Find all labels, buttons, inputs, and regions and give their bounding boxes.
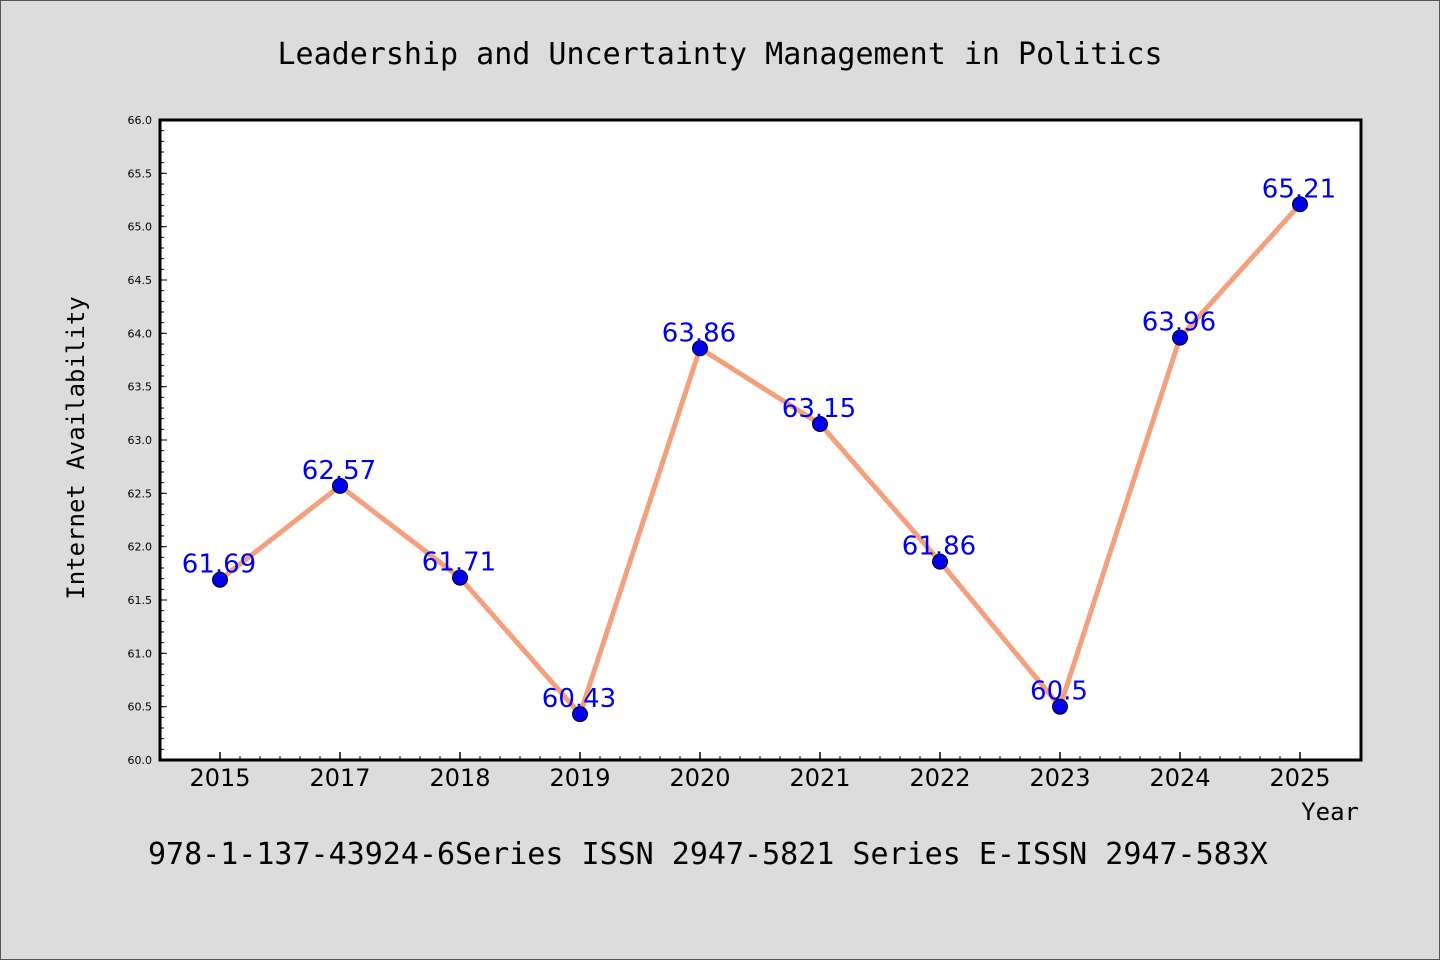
data-label: 61.86: [902, 532, 976, 562]
data-point: [452, 569, 468, 586]
x-axis-label: Year: [1301, 798, 1359, 826]
data-point: [212, 571, 228, 588]
data-label: 62.57: [302, 456, 376, 486]
x-tick-label: 2025: [1269, 764, 1330, 792]
data-point: [692, 340, 708, 357]
y-tick-label: 65.0: [128, 221, 153, 234]
footer-isbn-text: 978-1-137-43924-6Series ISSN 2947-5821 S…: [148, 837, 1268, 872]
data-point: [332, 477, 348, 494]
x-tick-label: 2017: [309, 764, 370, 792]
data-label: 61.69: [182, 550, 256, 580]
y-tick-label: 63.0: [128, 434, 153, 447]
y-tick-label: 64.5: [128, 274, 153, 287]
data-point: [1052, 698, 1068, 715]
y-tick-label: 60.0: [128, 754, 153, 767]
y-tick-label: 61.0: [128, 647, 153, 660]
data-point: [812, 416, 828, 432]
x-tick-label: 2021: [789, 764, 850, 792]
x-axis: 2015 2017 2018 2019 2020 2021 2022 2023 2024 2025: [189, 752, 1331, 792]
y-tick-label: 66.0: [128, 114, 153, 127]
data-label: 63.96: [1142, 308, 1216, 338]
data-labels: 61.69 62.57 61.71 60.43 63.86 63.15 61.86 60.5 6…: [182, 174, 1336, 714]
y-tick-label: 62.0: [128, 541, 153, 554]
y-tick-label: 60.5: [128, 701, 153, 714]
y-tick-label: 65.5: [128, 167, 153, 180]
x-tick-label: 2015: [189, 764, 250, 792]
data-point: [572, 706, 588, 723]
plot-area: [158, 118, 1363, 762]
x-tick-label: 2018: [429, 764, 490, 792]
x-tick-label: 2024: [1149, 764, 1210, 792]
x-tick-label: 2019: [549, 764, 610, 792]
data-label: 65.21: [1262, 174, 1336, 204]
y-axis-label: Internet Availability: [62, 296, 90, 599]
series-line: [217, 201, 1303, 717]
data-point: [1172, 329, 1188, 346]
x-tick-label: 2020: [669, 764, 730, 792]
data-label: 61.71: [422, 548, 496, 578]
data-point: [932, 553, 948, 570]
data-markers: [212, 196, 1308, 723]
y-tick-label: 64.0: [128, 327, 153, 340]
x-tick-label: 2023: [1029, 764, 1090, 792]
data-label: 63.86: [662, 318, 736, 348]
y-axis: 60.0 60.5 61.0 61.5 62.0 62.5 63.0 63.5 64.0 64.5…: [128, 114, 167, 767]
data-label: 63.15: [782, 394, 856, 424]
data-label: 60.43: [542, 684, 616, 714]
chart-title: Leadership and Uncertainty Management in…: [277, 37, 1162, 72]
y-tick-label: 61.5: [128, 594, 153, 607]
y-tick-label: 62.5: [128, 487, 153, 500]
x-tick-label: 2022: [909, 764, 970, 792]
data-point: [1292, 196, 1308, 213]
data-label: 60.5: [1030, 677, 1088, 707]
y-tick-label: 63.5: [128, 381, 153, 394]
